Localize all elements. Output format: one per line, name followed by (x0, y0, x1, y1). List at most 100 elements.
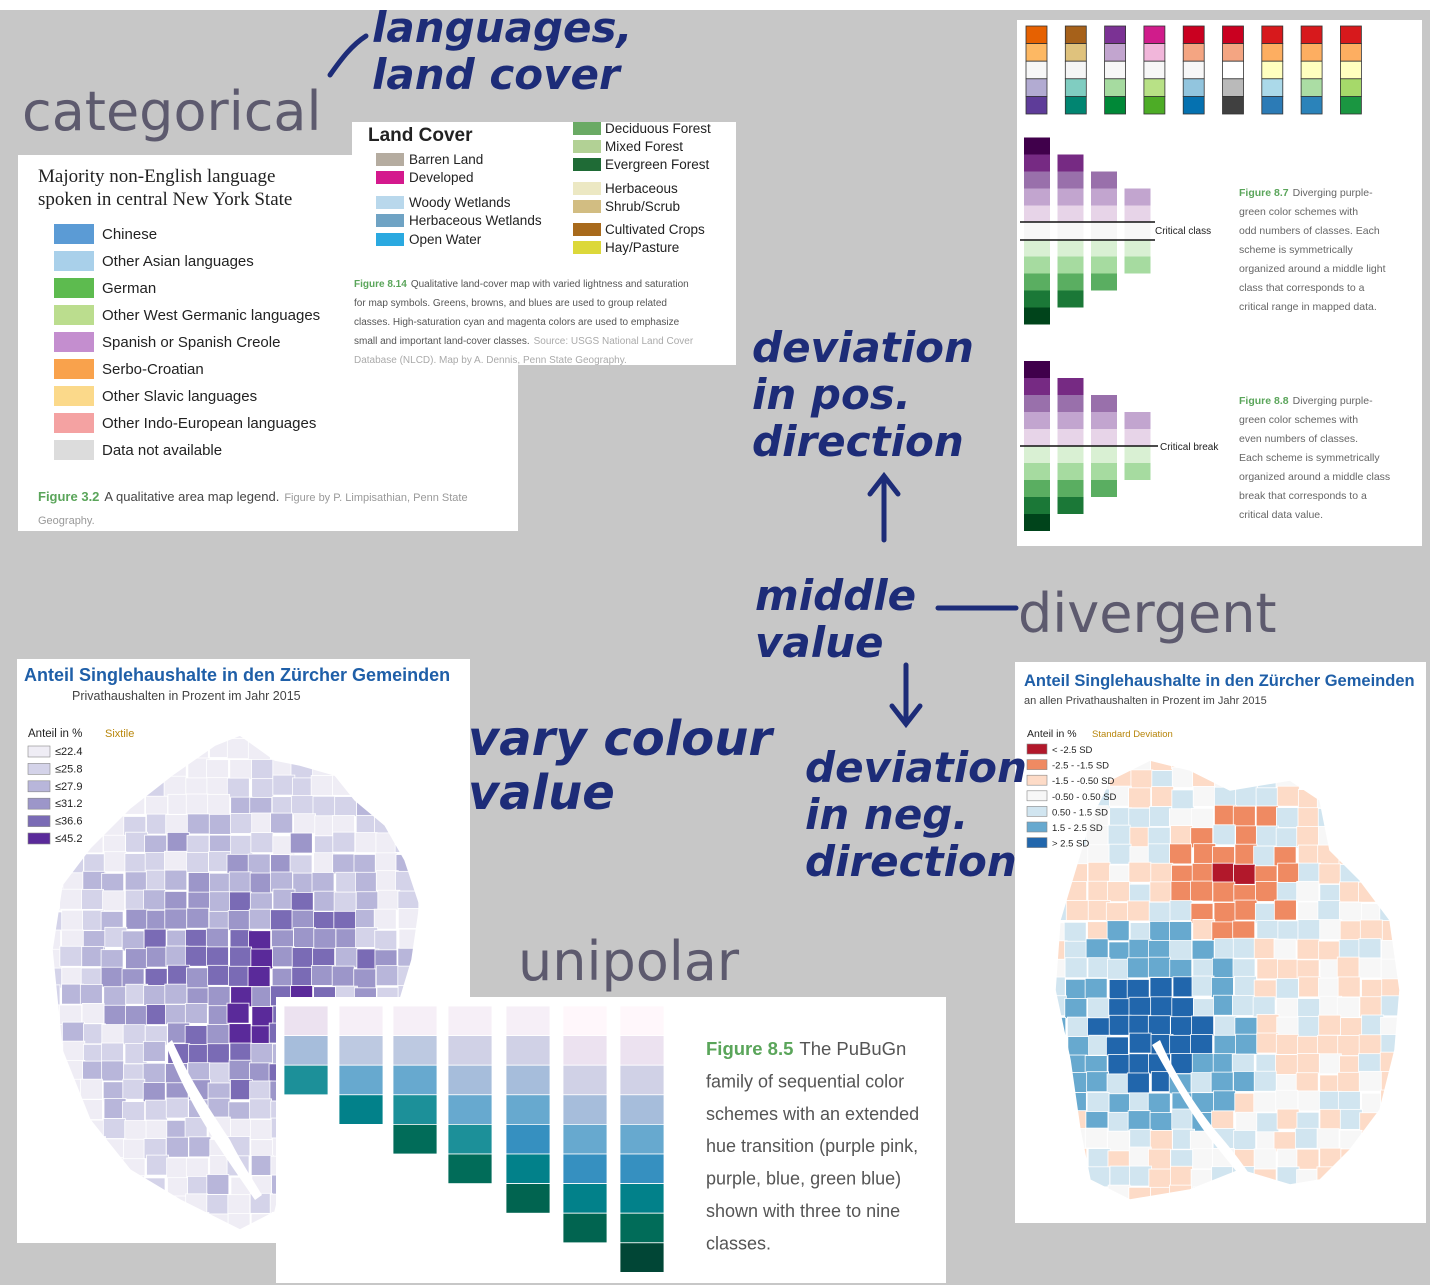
municipality (293, 927, 316, 949)
map-subtitle: an allen Privathaushalten in Prozent im … (1024, 695, 1267, 707)
swatch (1064, 43, 1087, 62)
swatch (619, 1035, 665, 1066)
municipality (164, 891, 188, 912)
municipality (165, 1097, 189, 1119)
swatch (1025, 60, 1048, 80)
municipality (1108, 1014, 1132, 1036)
municipality (247, 966, 271, 987)
municipality (145, 1004, 169, 1025)
municipality (250, 1154, 274, 1176)
swatch (1300, 43, 1323, 62)
municipality (142, 1062, 166, 1084)
municipality (1359, 919, 1383, 941)
municipality (1256, 958, 1280, 980)
municipality (1213, 1034, 1237, 1056)
municipality (1318, 1014, 1342, 1036)
municipality (1253, 938, 1277, 959)
swatch (447, 1035, 493, 1066)
swatch (1091, 171, 1117, 189)
figure-caption: schemes with an extended (706, 1104, 919, 1124)
municipality (313, 852, 336, 874)
swatch (1124, 463, 1151, 480)
municipality (1109, 807, 1133, 829)
swatch (1091, 273, 1117, 291)
municipality (335, 947, 358, 969)
municipality (100, 966, 124, 988)
legend-swatch (573, 182, 601, 195)
municipality (355, 891, 379, 913)
swatch (619, 1212, 665, 1244)
swatch (338, 1064, 384, 1096)
municipality (1087, 1017, 1110, 1039)
lake (1152, 1040, 1250, 1180)
swatch (1024, 412, 1050, 429)
municipality (1064, 957, 1088, 979)
municipality (81, 888, 104, 910)
municipality (1190, 1034, 1213, 1055)
municipality (207, 793, 231, 815)
municipality (1106, 881, 1130, 903)
legend-swatch (573, 223, 601, 236)
municipality (1337, 1091, 1361, 1112)
text-run: A qualitative area map legend. (104, 489, 279, 504)
municipality (312, 795, 336, 817)
figure-caption: Each scheme is symmetrically (1239, 452, 1380, 464)
municipality (206, 1174, 230, 1195)
municipality (1235, 1111, 1259, 1133)
swatch (1300, 96, 1323, 115)
legend-item: ≤45.2 (55, 833, 82, 845)
municipality (185, 1157, 209, 1179)
legend-swatch (54, 359, 94, 379)
municipality (1085, 938, 1109, 960)
municipality (1358, 938, 1382, 960)
figure-caption: critical data value. (1239, 509, 1323, 521)
municipality (1107, 1111, 1131, 1133)
swatch (1057, 239, 1084, 257)
municipality (1297, 1090, 1321, 1112)
municipality (1296, 826, 1320, 847)
legend-item: Other Slavic languages (102, 388, 257, 405)
municipality (125, 908, 149, 930)
legend-swatch (27, 745, 51, 758)
municipality (1066, 1016, 1090, 1038)
municipality (103, 851, 127, 873)
municipality (1233, 1130, 1257, 1151)
municipality (81, 1003, 105, 1024)
municipality (375, 965, 399, 987)
legend-item: Herbaceous Wetlands (409, 213, 542, 228)
municipality (1149, 881, 1173, 903)
municipality (1126, 1072, 1150, 1094)
municipality (1191, 1053, 1215, 1075)
municipality (311, 965, 334, 986)
municipality (335, 928, 359, 950)
municipality (101, 1042, 124, 1064)
municipality (229, 946, 253, 968)
municipality (1128, 996, 1152, 1018)
swatch (1064, 96, 1087, 115)
municipality (1336, 956, 1360, 978)
municipality (102, 890, 126, 912)
figure-caption: small and important land-cover classes. S… (354, 336, 694, 347)
municipality (1107, 958, 1130, 980)
swatch (1024, 239, 1050, 257)
legend-item: -0.50 - 0.50 SD (1052, 792, 1117, 803)
municipality (1232, 995, 1255, 1016)
swatch (1091, 395, 1117, 412)
municipality (1277, 958, 1300, 980)
municipality (1211, 1110, 1235, 1132)
swatch (1182, 96, 1205, 115)
legend-swatch (376, 196, 404, 209)
legend-item: Chinese (102, 226, 157, 243)
swatch (1024, 361, 1050, 378)
municipality (227, 910, 251, 931)
municipality (310, 775, 334, 796)
legend-item: Serbo-Croatian (102, 361, 204, 378)
municipality (165, 814, 189, 835)
swatch (1124, 446, 1151, 463)
municipality (187, 872, 211, 893)
swatch (505, 1183, 551, 1214)
legend-swatch (573, 122, 601, 135)
critical-label: Critical break (1160, 442, 1219, 453)
municipality (1147, 1092, 1171, 1114)
